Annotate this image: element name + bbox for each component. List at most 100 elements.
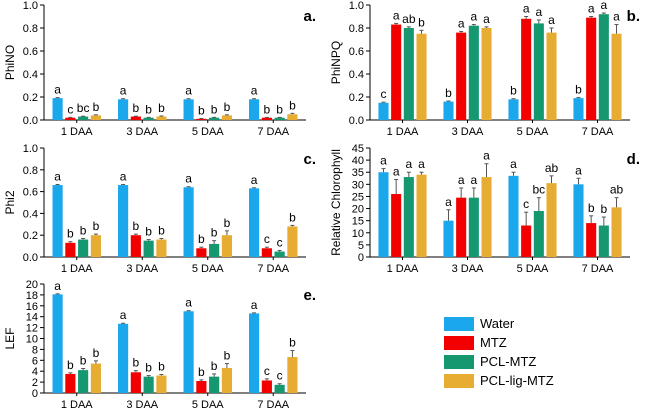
panel-b-bar xyxy=(521,18,532,120)
legend-swatch-pcl-lig-mtz xyxy=(444,373,474,388)
panel-b-bar xyxy=(598,14,609,121)
panel-a-ytick-label: 0.6 xyxy=(23,46,38,58)
panel-c-ytick-label: 0.0 xyxy=(23,252,38,264)
panel-d-ytick-label: 45 xyxy=(352,143,364,155)
panel-d-sig-letter: a xyxy=(510,157,517,171)
panel-d-ytick-label: 20 xyxy=(352,204,364,216)
panel-d-bar xyxy=(521,225,532,257)
panel-c-bar xyxy=(209,243,220,257)
panel-a-xtick-label: 3 DAA xyxy=(126,126,158,138)
panel-b-xtick-label: 3 DAA xyxy=(452,126,484,138)
panel-b-bar xyxy=(468,25,479,121)
panel-e-ylabel: LEF xyxy=(3,327,17,349)
panel-e-bar xyxy=(261,380,272,393)
panel-d-sig-letter: ab xyxy=(545,161,559,175)
panel-b-letter: b. xyxy=(627,8,640,25)
panel-b-bar xyxy=(481,28,492,120)
panel-d-ytick-label: 5 xyxy=(358,240,364,252)
panel-a-bar xyxy=(90,115,101,120)
panel-a-sig-letter: b xyxy=(276,102,283,116)
panel-a-sig-letter: a xyxy=(54,83,61,97)
panel-c-sig-letter: b xyxy=(67,227,74,241)
panel-a-bar xyxy=(156,116,167,120)
panel-e-ytick-label: 20 xyxy=(26,279,38,291)
panel-e-letter: e. xyxy=(303,287,316,304)
panel-b-sig-letter: b xyxy=(575,83,582,97)
panel-a-bar xyxy=(130,116,141,120)
panel-d-bar xyxy=(586,223,597,257)
panel-d-ytick-label: 35 xyxy=(352,167,364,179)
panel-b-bar xyxy=(546,32,557,120)
panel-d-bar xyxy=(546,183,557,257)
panel-d-bar xyxy=(508,175,519,257)
panel-a-sig-letter: b xyxy=(145,102,152,116)
panel-d-ylabel: Relative Chlorophyll xyxy=(329,149,343,256)
panel-d-sig-letter: a xyxy=(393,164,400,178)
panel-d-bar xyxy=(416,174,427,257)
panel-b-sig-letter: a xyxy=(588,2,595,16)
panel-e-ytick-label: 12 xyxy=(26,323,38,335)
panel-d-sig-letter: a xyxy=(458,173,465,187)
legend-item-pcl-mtz: PCL-MTZ xyxy=(444,352,644,371)
panel-d-bar xyxy=(533,210,544,257)
panel-d-sig-letter: a xyxy=(445,195,452,209)
panel-c-sig-letter: c xyxy=(264,232,270,246)
panel-a-ytick-label: 0.8 xyxy=(23,23,38,35)
panel-c-sig-letter: b xyxy=(133,219,140,233)
panel-e-bar xyxy=(90,363,101,393)
panel-a-ytick-label: 0.0 xyxy=(23,115,38,127)
panel-b-sig-letter: a xyxy=(548,13,555,27)
panel-e-bar xyxy=(209,376,220,393)
panel-e-sig-letter: b xyxy=(67,358,74,372)
panel-e-sig-letter: b xyxy=(93,346,100,360)
panel-e-ytick-label: 0 xyxy=(32,388,38,400)
panel-e-bar xyxy=(143,376,154,393)
panel-b-sig-letter: a xyxy=(470,10,477,24)
panel-d-bar xyxy=(611,207,622,257)
panel-d-bar xyxy=(443,220,454,257)
panel-c-sig-letter: b xyxy=(289,210,296,224)
panel-a-xtick-label: 1 DAA xyxy=(61,126,93,138)
panel-a-sig-letter: bc xyxy=(77,101,90,115)
panel-e-ytick-label: 2 xyxy=(32,377,38,389)
panel-c-bar xyxy=(196,248,207,257)
panel-a-sig-letter: b xyxy=(133,101,140,115)
panel-a-sig-letter: c xyxy=(67,102,73,116)
panel-e-bar xyxy=(183,311,194,393)
panel-e-bar xyxy=(130,372,141,393)
panel-e-sig-letter: c xyxy=(277,369,283,383)
panel-a-sig-letter: a xyxy=(251,84,258,98)
panel-e-ytick-label: 6 xyxy=(32,355,38,367)
panel-c-sig-letter: b xyxy=(224,216,231,230)
panel-b-bar xyxy=(611,33,622,120)
panel-d-ytick-label: 15 xyxy=(352,216,364,228)
panel-c-ytick-label: 0.4 xyxy=(23,208,38,220)
panel-c-bar xyxy=(130,235,141,257)
panel-d-xtick-label: 5 DAA xyxy=(517,263,549,275)
panel-b-sig-letter: ab xyxy=(402,12,416,26)
panel-a-bar xyxy=(249,99,260,120)
panel-d-ytick-label: 10 xyxy=(352,228,364,240)
panel-e-xtick-label: 7 DAA xyxy=(257,399,289,411)
panel-b-sig-letter: b xyxy=(445,86,452,100)
legend-swatch-pcl-mtz xyxy=(444,354,474,369)
legend-label-mtz: MTZ xyxy=(480,335,507,350)
panel-b-sig-letter: a xyxy=(458,16,465,30)
panel-c-ytick-label: 0.8 xyxy=(23,165,38,177)
panel-a-bar xyxy=(209,117,220,120)
panel-c-bar xyxy=(118,185,129,257)
panel-e-bar xyxy=(249,313,260,393)
panel-c-letter: c. xyxy=(303,151,316,168)
panel-a-sig-letter: b xyxy=(211,102,218,116)
panel-d-xtick-label: 1 DAA xyxy=(387,263,419,275)
panel-b-bar xyxy=(573,98,584,120)
panel-e-sig-letter: b xyxy=(80,353,87,367)
panel-c-bar xyxy=(249,188,260,257)
panel-b-sig-letter: b xyxy=(510,84,517,98)
panel-a-bar xyxy=(143,117,154,120)
panel-a-bar xyxy=(196,118,207,120)
panel-d-bar xyxy=(573,184,584,257)
panel-d-sig-letter: a xyxy=(418,157,425,171)
panel-e-sig-letter: a xyxy=(54,279,61,293)
legend-label-pcl-mtz: PCL-MTZ xyxy=(480,354,537,369)
